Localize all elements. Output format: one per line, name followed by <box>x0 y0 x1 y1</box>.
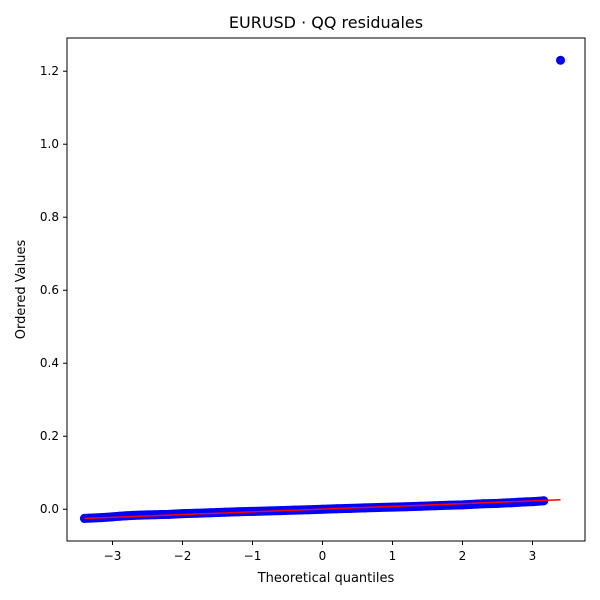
y-tick-label: 1.0 <box>40 137 59 151</box>
y-tick-label: 0.6 <box>40 283 59 297</box>
data-point <box>136 510 145 520</box>
x-tick-label: 2 <box>459 549 467 563</box>
data-points <box>80 55 565 523</box>
data-point <box>171 509 180 519</box>
data-point <box>444 500 453 510</box>
x-tick-label: 1 <box>389 549 397 563</box>
data-point <box>206 508 215 518</box>
data-point <box>514 497 523 507</box>
x-tick-label: −3 <box>104 549 122 563</box>
data-point <box>486 499 495 509</box>
y-tick-label: 0.0 <box>40 502 59 516</box>
y-tick-label: 0.4 <box>40 356 59 370</box>
data-point <box>493 498 502 508</box>
chart-title: EURUSD · QQ residuales <box>229 13 423 32</box>
data-point <box>500 498 509 508</box>
data-point <box>150 510 159 520</box>
x-axis-ticks: −3 −2 −1 0 1 2 3 <box>104 541 537 563</box>
fit-line-layer <box>84 499 561 520</box>
data-point <box>430 501 439 511</box>
fit-line <box>84 499 561 520</box>
data-point <box>115 511 124 521</box>
data-point <box>479 499 488 509</box>
data-point <box>129 510 138 520</box>
y-axis-label: Ordered Values <box>14 240 29 340</box>
data-point <box>122 511 131 521</box>
data-point <box>458 500 467 510</box>
x-axis-label: Theoretical quantiles <box>257 571 395 586</box>
data-point <box>143 510 152 520</box>
data-point <box>157 510 166 519</box>
data-point <box>416 501 425 511</box>
x-tick-label: −1 <box>244 549 262 563</box>
data-point <box>472 499 481 509</box>
x-tick-label: −2 <box>174 549 192 563</box>
x-tick-label: 3 <box>529 549 537 563</box>
data-point <box>556 55 565 65</box>
plot-frame <box>66 37 586 542</box>
data-point <box>402 502 411 512</box>
y-tick-label: 0.8 <box>40 210 59 224</box>
data-point <box>465 500 474 509</box>
y-axis-ticks: 0.0 0.2 0.4 0.6 0.8 1.0 1.2 <box>40 64 67 516</box>
x-tick-label: 0 <box>319 549 327 563</box>
y-tick-label: 0.2 <box>40 429 59 443</box>
data-point <box>178 509 187 519</box>
y-tick-label: 1.2 <box>40 64 59 78</box>
data-point <box>507 498 516 508</box>
